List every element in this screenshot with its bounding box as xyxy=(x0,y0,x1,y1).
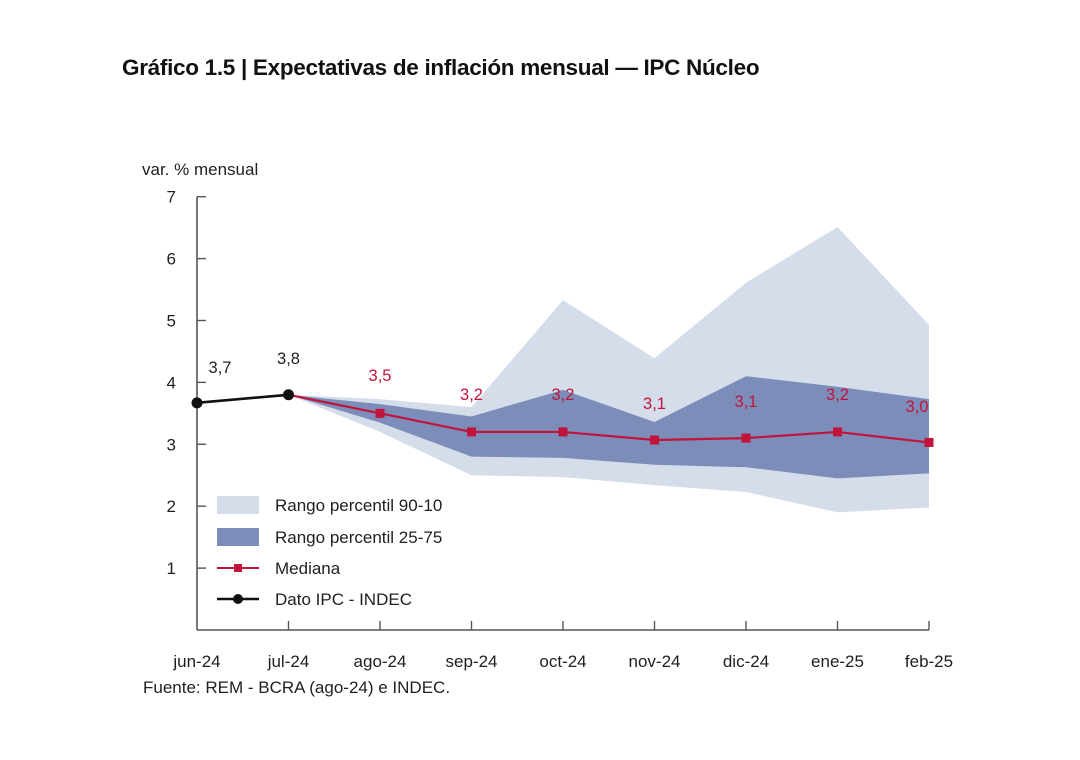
y-tick-label: 5 xyxy=(167,312,176,331)
x-tick-label: jul-24 xyxy=(267,652,310,671)
legend-label: Mediana xyxy=(275,559,341,578)
y-tick-label: 2 xyxy=(167,497,176,516)
median-data-label: 3,0 xyxy=(906,398,929,416)
y-tick-label: 1 xyxy=(167,559,176,578)
x-tick-label: ene-25 xyxy=(811,652,864,671)
median-marker xyxy=(650,435,659,445)
band-percentile-25-75 xyxy=(288,376,929,479)
legend-median-marker xyxy=(234,564,242,572)
median-marker xyxy=(741,433,751,443)
lines-group xyxy=(191,389,934,447)
y-tick-label: 6 xyxy=(167,250,176,269)
legend-swatch-90-10 xyxy=(217,496,259,514)
ipc-marker xyxy=(191,397,203,409)
y-tick-label: 3 xyxy=(167,435,176,454)
ipc-marker xyxy=(283,389,294,401)
median-marker xyxy=(833,427,842,437)
median-marker xyxy=(558,427,568,437)
x-tick-label: jun-24 xyxy=(172,652,220,671)
legend-item: Mediana xyxy=(217,559,341,578)
source-note: Fuente: REM - BCRA (ago-24) e INDEC. xyxy=(143,678,451,697)
y-tick-label: 4 xyxy=(167,373,176,392)
x-tick-label: oct-24 xyxy=(539,652,586,671)
median-data-label: 3,1 xyxy=(735,393,758,411)
median-data-label: 3,5 xyxy=(369,367,392,385)
legend-item: Rango percentil 90-10 xyxy=(217,496,442,515)
x-tick-label: ago-24 xyxy=(354,652,407,671)
data-labels-group: 3,5 3,2 3,2 3,1 3,1 3,2 3,0 3,7 3,8 xyxy=(209,350,929,416)
x-tick-label: nov-24 xyxy=(629,652,681,671)
legend-ipc-marker xyxy=(233,594,243,604)
y-axis-title: var. % mensual xyxy=(142,160,258,179)
legend-item: Dato IPC - INDEC xyxy=(217,590,412,609)
legend-swatch-25-75 xyxy=(217,528,259,546)
x-tick-label: sep-24 xyxy=(446,652,498,671)
legend-label: Rango percentil 25-75 xyxy=(275,528,442,547)
ipc-data-label: 3,8 xyxy=(277,350,300,368)
legend: Rango percentil 90-10 Rango percentil 25-… xyxy=(217,496,442,609)
x-tick-label: dic-24 xyxy=(723,652,769,671)
bands-group xyxy=(288,227,929,513)
x-tick-label: feb-25 xyxy=(905,652,953,671)
median-marker xyxy=(924,437,934,447)
median-data-label: 3,2 xyxy=(460,386,483,404)
median-data-label: 3,2 xyxy=(826,386,849,404)
chart-title: Gráfico 1.5 | Expectativas de inflación … xyxy=(122,55,760,80)
median-line xyxy=(288,393,930,444)
median-marker xyxy=(467,427,476,437)
y-tick-label: 7 xyxy=(167,188,176,207)
legend-label: Dato IPC - INDEC xyxy=(275,590,412,609)
median-data-label: 3,1 xyxy=(643,395,666,413)
axes-group: 1 2 3 4 5 6 7 jun-24 jul-24 ago-24 sep-24 oct-24 nov… xyxy=(167,188,954,671)
median-marker xyxy=(375,408,385,418)
legend-label: Rango percentil 90-10 xyxy=(275,496,442,515)
ipc-line xyxy=(196,393,289,405)
median-data-label: 3,2 xyxy=(552,386,575,404)
legend-item: Rango percentil 25-75 xyxy=(217,528,442,547)
ipc-data-label: 3,7 xyxy=(209,359,232,377)
